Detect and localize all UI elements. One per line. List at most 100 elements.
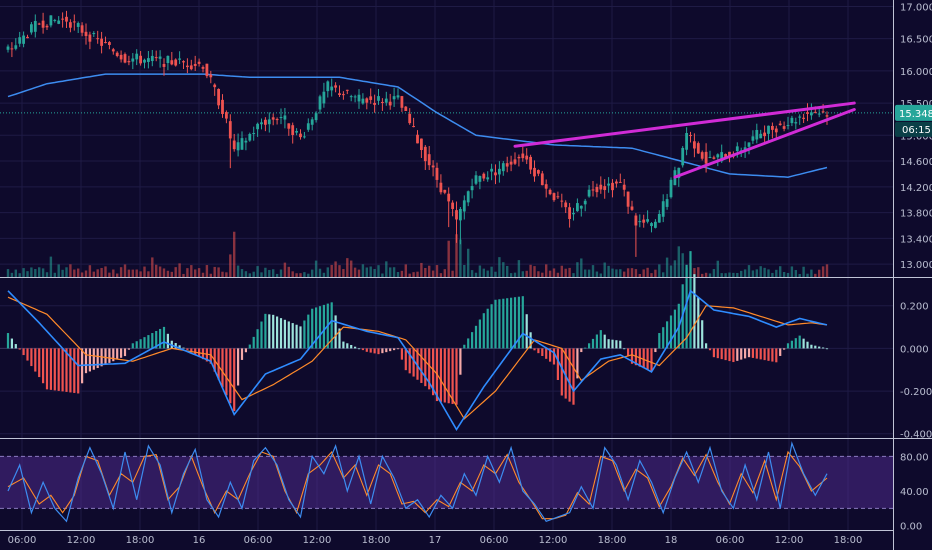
candle-body: [498, 168, 501, 175]
candle-body: [786, 125, 790, 127]
macd-histogram-bar: [751, 348, 754, 358]
volume-bar: [541, 272, 544, 277]
candle-body: [299, 133, 302, 138]
time-axis-layer[interactable]: 06:00 12:00 18:00 16 06:00 12:00 18:00 17 06:00 1…: [8, 535, 863, 546]
trendline[interactable]: [513, 101, 856, 148]
candle-body: [139, 55, 142, 64]
macd-tick-label: 0.000: [900, 344, 929, 355]
volume-bar: [330, 264, 333, 277]
candle-body: [798, 116, 802, 118]
volume-bar: [119, 267, 123, 277]
volume-bar: [357, 269, 361, 277]
macd-histogram-bar: [256, 329, 259, 349]
volume-bar: [416, 271, 419, 277]
candle-body: [150, 55, 154, 62]
macd-histogram-bar: [432, 348, 435, 396]
volume-bar: [275, 273, 279, 277]
stochastic-tick-label: 0.00: [900, 522, 922, 533]
macd-histogram-bar: [517, 296, 520, 349]
macd-histogram-bar: [642, 348, 645, 369]
candle-body: [84, 31, 88, 37]
macd-histogram-bar: [786, 343, 790, 349]
macd-histogram-bar: [451, 348, 454, 404]
macd-histogram-bar: [408, 348, 411, 374]
macd-histogram-bar: [474, 325, 478, 349]
volume-bar: [779, 266, 782, 277]
macd-histogram-bar: [744, 348, 747, 359]
candle-body: [747, 142, 751, 147]
macd-histogram-bar: [120, 348, 123, 358]
last-price-badge: [895, 104, 932, 121]
volume-bar: [295, 273, 298, 277]
price-tick-label: 15.500: [900, 99, 932, 110]
macd-histogram-bar: [467, 338, 470, 349]
candle-body: [447, 193, 451, 202]
candle-body: [256, 123, 259, 130]
macd-histogram-bar: [478, 319, 481, 349]
volume-bar: [135, 269, 138, 277]
macd-histogram-bar: [268, 314, 271, 349]
candle-body: [802, 117, 805, 119]
time-tick-label: 12:00: [303, 535, 332, 546]
time-tick-label: 17: [429, 535, 442, 546]
macd-histogram-bar: [428, 348, 431, 390]
candle-body: [37, 23, 41, 25]
macd-histogram-bar: [740, 348, 743, 360]
macd-histogram-bar: [18, 348, 21, 350]
volume-bar: [572, 273, 575, 277]
macd-histogram-bar: [194, 348, 197, 355]
macd-histogram-bar: [759, 348, 762, 360]
macd-histogram-bar: [537, 348, 540, 354]
macd-histogram-bar: [22, 348, 25, 356]
candle-body: [622, 184, 626, 190]
volume-bar: [470, 270, 474, 277]
candle-body: [267, 119, 271, 125]
candle-body: [45, 25, 49, 28]
countdown-timer: 06:15: [902, 125, 931, 136]
volume-bar: [771, 272, 774, 277]
macd-histogram-bar: [143, 337, 146, 349]
macd-histogram-bar: [279, 318, 283, 349]
candle-body: [763, 132, 766, 137]
stochastic-tick-label: 40.00: [900, 487, 929, 498]
trendlines-layer[interactable]: [513, 101, 856, 179]
macd-histogram-bar: [490, 304, 493, 349]
macd-histogram-bar: [720, 348, 723, 360]
volume-bar: [272, 269, 275, 277]
candle-body: [30, 24, 33, 33]
candle-body: [135, 53, 139, 60]
volume-bar: [45, 272, 49, 277]
trendline[interactable]: [673, 108, 856, 179]
volume-bar: [279, 269, 283, 277]
volume-bar: [147, 271, 150, 277]
time-tick-label: 18:00: [598, 535, 627, 546]
volume-bar: [256, 266, 259, 277]
price-axis-layer[interactable]: 17.00016.50016.00015.50015.00014.60014.2…: [895, 2, 932, 533]
macd-histogram-bar: [693, 274, 696, 349]
volume-bar: [217, 267, 220, 277]
macd-histogram-bar: [291, 323, 294, 349]
candle-body: [693, 141, 696, 149]
macd-histogram-bar: [147, 335, 150, 349]
volume-bar: [564, 268, 567, 277]
volume-bar: [396, 271, 400, 277]
candle-body: [158, 56, 162, 59]
candle-body: [182, 61, 185, 63]
candle-body: [755, 129, 759, 140]
volume-bar: [556, 272, 560, 277]
macd-histogram-bar: [521, 296, 524, 349]
candle-body: [513, 159, 517, 164]
macd-histogram-bar: [556, 348, 559, 380]
volume-bar: [591, 265, 595, 277]
time-tick-label: 06:00: [480, 535, 509, 546]
candle-body: [439, 182, 443, 193]
macd-histogram-bar: [584, 347, 587, 349]
macd-histogram-bar: [595, 334, 598, 349]
macd-histogram-bar: [798, 335, 801, 349]
volume-bar: [740, 270, 743, 277]
macd-histogram-bar: [825, 348, 829, 350]
macd-histogram-bar: [209, 348, 212, 364]
